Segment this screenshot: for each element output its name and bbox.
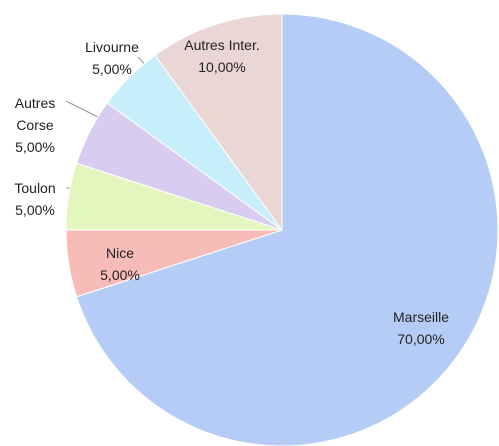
value-label: 5,00% bbox=[15, 139, 55, 155]
category-name: Nice bbox=[105, 245, 135, 261]
category-name: Autres Inter. bbox=[184, 37, 260, 53]
slice-label: Marseille 70,00% bbox=[393, 306, 449, 350]
value-label: 10,00% bbox=[198, 59, 246, 75]
slice-label: Toulon 5,00% bbox=[14, 177, 55, 221]
slice-label: Nice 5,00% bbox=[100, 242, 140, 286]
category-name: Toulon bbox=[14, 180, 56, 196]
value-label: 70,00% bbox=[397, 331, 445, 347]
value-label: 5,00% bbox=[15, 202, 55, 218]
pie-slice bbox=[75, 13, 499, 446]
value-label: 5,00% bbox=[92, 61, 132, 77]
category-name: Autres Corse bbox=[14, 95, 56, 133]
slice-label: Autres Inter. 10,00% bbox=[184, 34, 259, 78]
category-name: Marseille bbox=[392, 309, 450, 325]
category-name: Livourne bbox=[85, 39, 139, 55]
value-label: 5,00% bbox=[100, 267, 140, 283]
slice-label: Autres Corse 5,00% bbox=[7, 92, 63, 158]
leader-line bbox=[65, 100, 101, 119]
slice-label: Livourne 5,00% bbox=[85, 36, 139, 80]
pie-slice bbox=[154, 13, 283, 232]
